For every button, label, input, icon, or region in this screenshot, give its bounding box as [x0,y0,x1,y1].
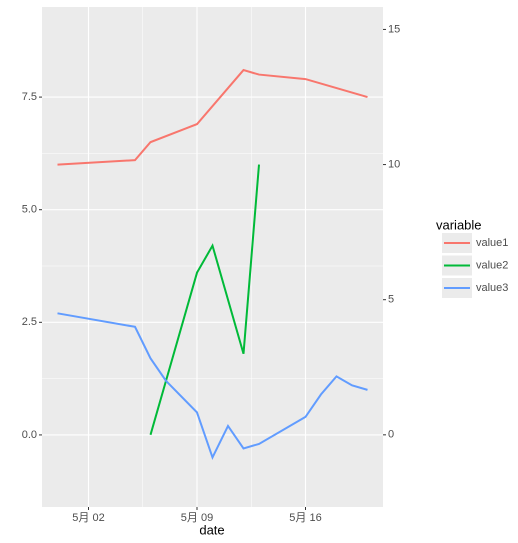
x-tick-label: 5月 09 [181,512,213,524]
y-tick-label: 0.0 [22,429,37,441]
series-line [149,164,260,436]
series-line [57,68,368,166]
y-tick-label: 5.0 [22,204,37,216]
x-tick-label: 5月 02 [72,512,104,524]
y2-tick-label: 0 [388,429,394,441]
legend-title: variable [436,217,482,232]
legend-label: value2 [476,259,508,271]
panel [42,7,383,507]
legend-label: value1 [476,237,508,249]
y2-tick-label: 5 [388,294,394,306]
y-tick-label: 7.5 [22,91,37,103]
series-line [57,312,368,461]
x-axis-title: date [199,522,224,537]
x-tick-label: 5月 16 [289,512,321,524]
y2-tick-label: 15 [388,23,400,35]
y2-tick-label: 10 [388,158,400,170]
legend-label: value3 [476,282,508,294]
y-tick-label: 2.5 [22,316,37,328]
